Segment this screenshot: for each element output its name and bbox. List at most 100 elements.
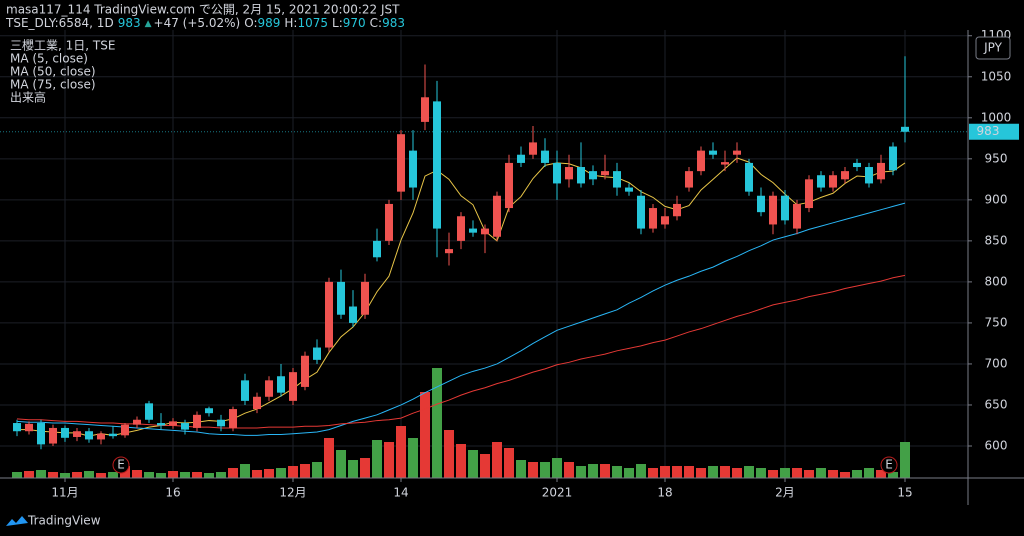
symbol: TSE_DLY:6584, 1D: [5, 16, 114, 30]
volume-bar: [24, 471, 34, 478]
candle-body: [841, 171, 849, 180]
candle-body: [457, 216, 465, 241]
volume-bar: [300, 464, 310, 478]
x-tick-label: 2021: [542, 486, 573, 500]
volume-bar: [372, 440, 382, 478]
candle-body: [865, 167, 873, 184]
volume-bar: [852, 470, 862, 478]
volume-bar: [192, 472, 202, 478]
volume-bar: [744, 466, 754, 478]
x-tick-label: 15: [897, 486, 912, 500]
volume-bar: [204, 473, 214, 478]
grid: [0, 30, 968, 478]
ohlc-label: L:: [332, 16, 343, 30]
volume-bar: [840, 472, 850, 478]
currency-box[interactable]: [975, 36, 1011, 60]
volume-bar: [144, 472, 154, 478]
currency-label[interactable]: JPY: [983, 41, 1003, 55]
x-tick-label: 11月: [51, 486, 78, 500]
candle-body: [637, 195, 645, 229]
event-label[interactable]: E: [117, 458, 125, 472]
candle-body: [745, 162, 753, 192]
volume-bar: [468, 450, 478, 478]
ohlc-value: 989: [257, 16, 280, 30]
volume-bar: [636, 464, 646, 478]
volume-bar: [12, 472, 22, 478]
event-label[interactable]: E: [885, 458, 893, 472]
volume-bar: [36, 470, 46, 478]
volume-bar: [864, 468, 874, 478]
candle-body: [589, 171, 597, 180]
event-circle[interactable]: [880, 456, 898, 474]
candle-body: [625, 187, 633, 192]
volume-bar: [432, 368, 442, 478]
candle-body: [673, 203, 681, 217]
volume-bar: [564, 462, 574, 478]
volume-bar: [96, 473, 106, 478]
volume-bar: [48, 472, 58, 478]
volume-bar: [156, 473, 166, 478]
volume-bar: [648, 468, 658, 478]
volume-bar: [216, 472, 226, 478]
y-tick-label: 750: [985, 315, 1008, 329]
last-price-box: [969, 123, 1019, 140]
volume-bar: [672, 466, 682, 478]
candle-body: [85, 431, 93, 440]
candle-body: [493, 195, 501, 237]
candle-body: [169, 421, 177, 426]
candle-body: [613, 171, 621, 188]
brand-name: TradingView: [27, 514, 101, 528]
candle-body: [685, 171, 693, 188]
volume-bar: [60, 473, 70, 478]
change: +47 (+5.02%): [154, 16, 241, 30]
candle-body: [565, 167, 573, 180]
candle-body: [757, 195, 765, 213]
candle-body: [37, 423, 45, 445]
volume-bar: [696, 468, 706, 478]
volume-bar: [264, 469, 274, 478]
last-price: 983: [118, 16, 141, 30]
event-marker[interactable]: E: [112, 456, 130, 474]
volume-bar: [552, 458, 562, 478]
candle-body: [901, 126, 909, 132]
candle-body: [277, 376, 285, 393]
volume-bar: [360, 458, 370, 478]
legend-title: 三櫻工業, 1日, TSE: [10, 38, 115, 53]
volume-bar: [336, 450, 346, 478]
volume-bar: [228, 468, 238, 478]
candle-body: [709, 150, 717, 155]
candle-body: [817, 175, 825, 188]
candle-body: [541, 150, 549, 163]
x-tick-label: 18: [657, 486, 672, 500]
candle-body: [553, 162, 561, 184]
event-circle[interactable]: [112, 456, 130, 474]
volume-bar: [252, 470, 262, 478]
candle-body: [481, 228, 489, 235]
candle-body: [721, 162, 729, 165]
volume-bar: [756, 468, 766, 478]
y-tick-label: 850: [985, 233, 1008, 247]
candle-body: [661, 216, 669, 225]
volume-bar: [588, 464, 598, 478]
candle-body: [397, 134, 405, 192]
candle-body: [337, 281, 345, 315]
x-tick-label: 14: [393, 486, 408, 500]
ohlc-label: O:: [244, 16, 257, 30]
candle-body: [373, 240, 381, 258]
volume-bar: [408, 438, 418, 478]
change-arrow: ▲: [145, 19, 152, 29]
ohlc-value: 970: [343, 16, 366, 30]
y-tick-label: 900: [985, 192, 1008, 206]
ma-line: [16, 202, 906, 436]
footer: [0, 505, 1024, 536]
legend-entry: MA (5, close): [10, 52, 88, 66]
event-marker[interactable]: E: [880, 456, 898, 474]
legend-entry: 出来高: [10, 90, 46, 105]
volume-bar: [168, 471, 178, 478]
candle-body: [73, 431, 81, 437]
volume-bar: [540, 462, 550, 478]
volume-bar: [492, 442, 502, 478]
volume-bar: [516, 460, 526, 478]
